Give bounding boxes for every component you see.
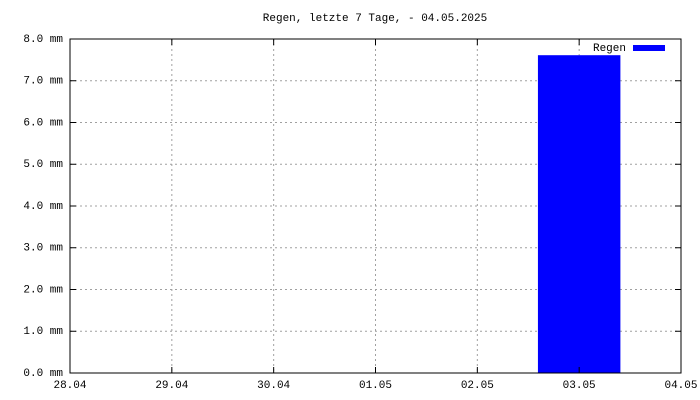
y-tick-label: 6.0 mm (23, 117, 63, 129)
y-tick-label: 5.0 mm (23, 159, 63, 171)
plot-border (69, 38, 682, 374)
y-tick-label: 3.0 mm (23, 243, 63, 255)
x-tick-label: 30.04 (257, 380, 290, 392)
bar (537, 55, 621, 373)
x-tick-label: 03.05 (563, 380, 596, 392)
legend-swatch (633, 45, 665, 51)
y-tick-label: 0.0 mm (23, 368, 63, 380)
x-tick-label: 29.04 (155, 380, 188, 392)
x-tick-label: 01.05 (359, 380, 392, 392)
bars (70, 55, 621, 373)
x-tick-label: 02.05 (461, 380, 494, 392)
y-tick-label: 8.0 mm (23, 34, 63, 46)
axes: 0.0 mm 1.0 mm 2.0 mm 3.0 mm 4.0 mm 5.0 mm 6.0 … (23, 34, 697, 392)
legend-label: Regen (593, 43, 626, 55)
x-tick-label: 04.05 (664, 380, 697, 392)
chart-title: Regen, letzte 7 Tage, - 04.05.2025 (263, 13, 487, 25)
y-tick-label: 4.0 mm (23, 201, 63, 213)
y-tick-label: 7.0 mm (23, 76, 63, 88)
y-tick-label: 2.0 mm (23, 284, 63, 296)
x-tick-label: 28.04 (53, 380, 86, 392)
y-tick-label: 1.0 mm (23, 326, 63, 338)
